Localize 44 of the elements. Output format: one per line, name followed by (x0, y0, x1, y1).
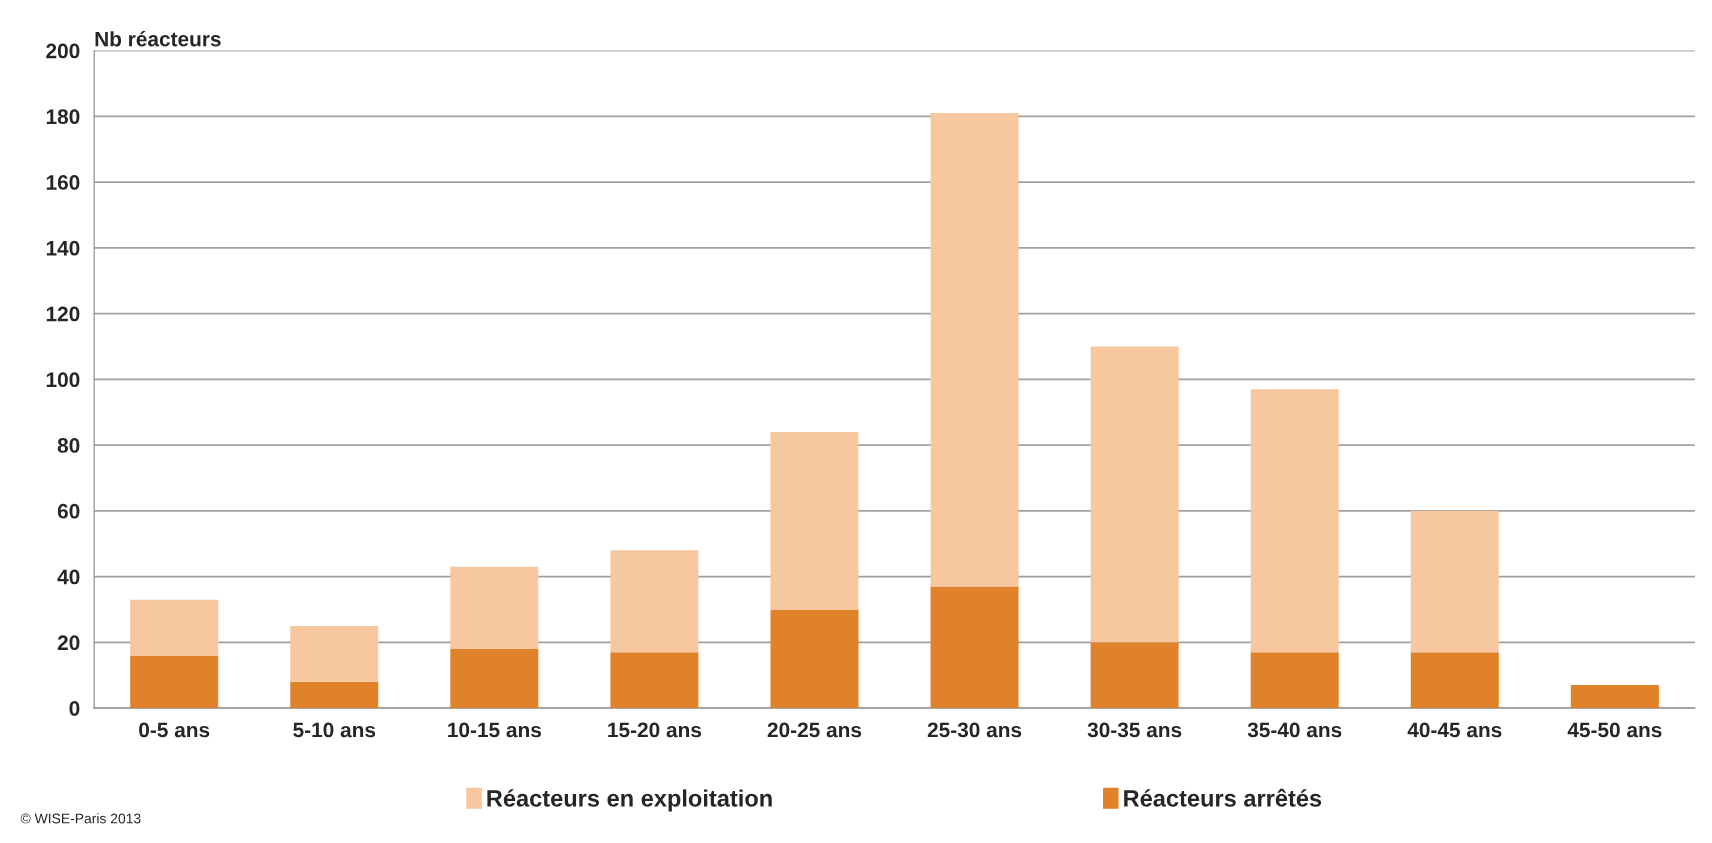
y-tick-label: 120 (46, 306, 80, 322)
bar (450, 648, 539, 709)
y-tick-label: 0 (69, 701, 80, 716)
bar (290, 625, 379, 682)
y-tick-label: 100 (46, 372, 80, 388)
bar (1410, 652, 1499, 709)
y-tick-label: 80 (57, 438, 80, 453)
x-tick-label: 45-50 ans (1567, 722, 1662, 738)
bar (1250, 652, 1339, 709)
bar (930, 113, 1019, 587)
bar (610, 550, 699, 653)
y-axis-title: Nb réacteurs (95, 30, 221, 47)
bar (770, 431, 859, 610)
x-tick-label: 10-15 ans (448, 722, 541, 738)
y-tick-label: 200 (46, 43, 80, 59)
bar (450, 566, 539, 649)
x-tick-label: 20-25 ans (767, 722, 862, 738)
x-tick-label: 5-10 ans (293, 722, 376, 738)
y-tick-label: 180 (46, 109, 80, 125)
text: © WISE-Paris 2013 (20, 813, 141, 824)
bar (1570, 685, 1659, 709)
x-tick-label: 25-30 ans (927, 722, 1022, 738)
y-tick-label: 60 (57, 503, 80, 519)
x-tick-label: 0-5 ans (139, 722, 210, 738)
y-tick-label: 160 (46, 175, 80, 190)
bar (1090, 642, 1179, 709)
bar (770, 609, 859, 709)
y-tick-label: 20 (57, 635, 80, 651)
x-tick-label: 40-45 ans (1407, 722, 1502, 738)
bar (1410, 510, 1499, 653)
x-tick-label: 35-40 ans (1247, 722, 1342, 738)
bar (610, 652, 699, 709)
legend-label: Réacteurs arrêtés (1124, 788, 1322, 807)
bar (1090, 346, 1179, 643)
bar (930, 586, 1019, 709)
x-tick-label: 15-20 ans (608, 722, 702, 738)
y-tick-label: 40 (57, 569, 80, 585)
bar (290, 681, 379, 709)
legend-label: Réacteurs en exploitation (487, 789, 772, 812)
y-tick-label: 140 (46, 240, 80, 256)
bar (1250, 389, 1339, 653)
x-tick-label: 30-35 ans (1087, 722, 1182, 738)
bar (130, 655, 219, 709)
bar (130, 599, 219, 656)
